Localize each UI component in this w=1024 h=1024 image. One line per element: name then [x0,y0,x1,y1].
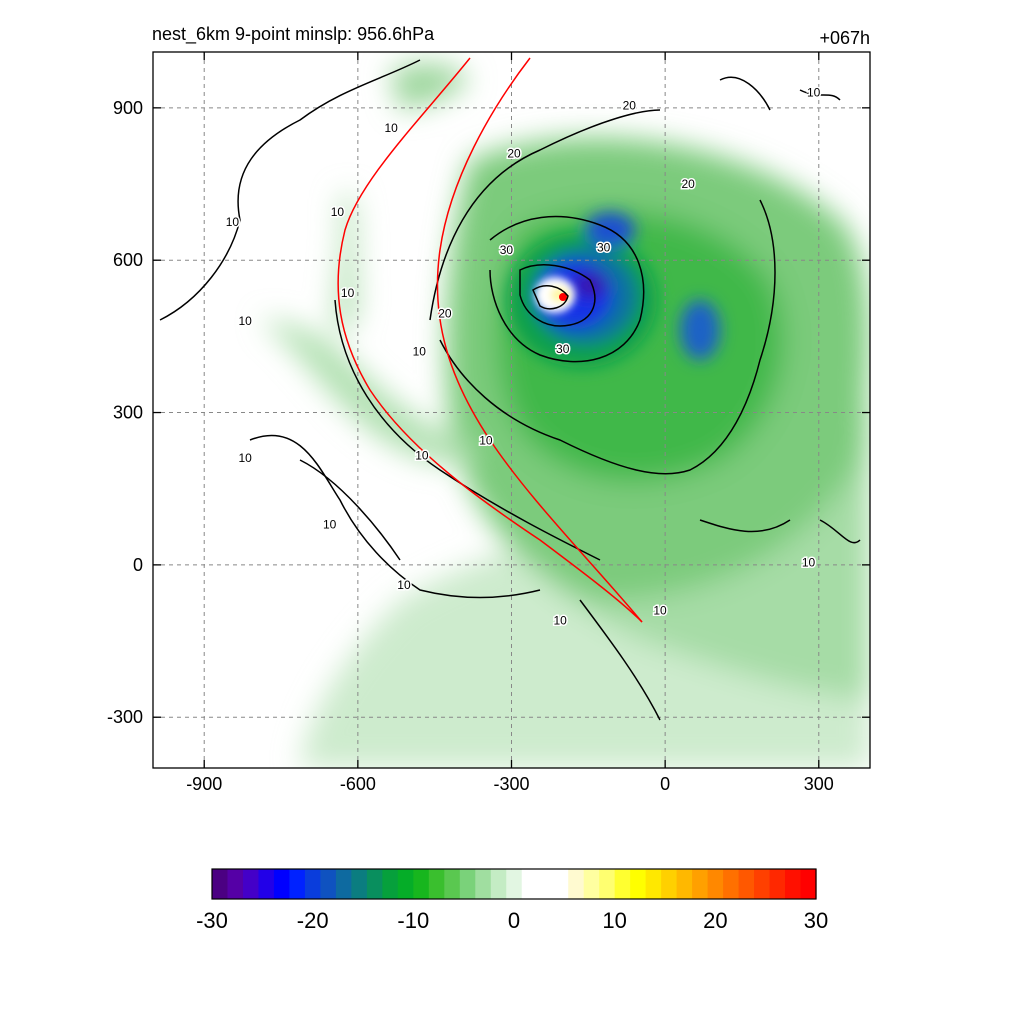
contour-label: 20 [623,98,637,112]
colorbar-swatch [227,869,244,899]
x-tick-label: -900 [186,774,222,794]
filled-field [260,63,870,768]
colorbar-swatch [769,869,786,899]
contour-10-outer [159,59,541,599]
contour-lines [159,59,861,721]
colorbar-swatch [676,869,693,899]
colorbar-swatch [707,869,724,899]
time-label: +067h [819,28,870,48]
contour-label: 20 [507,147,521,161]
colorbar-swatch [351,869,368,899]
colorbar-swatch [537,869,554,899]
colorbar-swatch [335,869,352,899]
colorbar-swatch [413,869,430,899]
y-tick-label: 900 [113,98,143,118]
colorbar-swatch [614,869,631,899]
contour-10-inner [299,299,601,561]
red-curve-outer [337,57,643,623]
contour-label: 10 [384,121,398,135]
contour-label: 10 [415,449,429,463]
colorbar-swatch [212,869,229,899]
colorbar-swatch [583,869,600,899]
colorbar-tick-label: -30 [196,908,228,933]
contour-30 [489,215,645,363]
contour-label: 10 [226,215,240,229]
colorbar-swatch [273,869,291,899]
colorbar-tick-label: 20 [703,908,727,933]
contour-label: 30 [500,243,514,257]
contour-label: 10 [331,205,345,219]
contour-label: 10 [553,614,567,628]
colorbar-tick-label: 30 [804,908,828,933]
colorbar-swatch [800,869,817,899]
colorbar-tick-label: 10 [602,908,626,933]
x-tick-label: -600 [340,774,376,794]
colorbar-swatch [645,869,662,899]
contour-label: 10 [802,555,816,569]
colorbar-swatch [723,869,740,899]
contour-label: 10 [413,345,427,359]
contour-label: 30 [597,241,611,255]
colorbar-swatch [785,869,802,899]
red-boundary-curves [337,57,643,623]
contour-label: 10 [397,578,411,592]
colorbar-swatch [320,869,337,899]
x-tick-label: 0 [660,774,670,794]
y-tick-label: 300 [113,403,143,423]
colorbar-swatch [382,869,399,899]
colorbar-swatch [490,869,507,899]
contour-label: 20 [438,307,452,321]
y-tick-label: 0 [133,555,143,575]
colorbar-swatch [552,869,569,899]
colorbar-swatch [475,869,492,899]
contour-label: 20 [682,177,696,191]
x-tick-label: 300 [804,774,834,794]
colorbar-swatch [661,869,678,899]
colorbar-swatch [258,869,275,899]
colorbar-swatch [289,869,306,899]
contour-label: 10 [239,451,253,465]
y-axis: -300 0 300 600 900 [107,98,870,727]
chart-title: nest_6km 9-point minslp: 956.6hPa [152,24,435,45]
colorbar-swatch [366,869,383,899]
colorbar-swatch [692,869,709,899]
colorbar-tick-label: -20 [297,908,329,933]
contour-label: 10 [239,314,253,328]
colorbar-swatch [738,869,755,899]
y-tick-label: 600 [113,250,143,270]
colorbar-swatch [459,869,476,899]
plot-area: 10 20 20 20 10 10 10 10 30 30 30 20 10 10 10 10 10 10 10 10… [153,52,870,768]
x-tick-label: -300 [493,774,529,794]
contour-label: 10 [323,517,337,531]
contour-labels: 10 20 20 20 10 10 10 10 30 30 30 20 10 10 10 10 10 10 10 10… [224,84,822,629]
colorbar-frame [211,868,817,900]
colorbar-swatch [568,869,585,899]
colorbar-swatch [506,869,523,899]
contour-core [519,264,596,327]
contour-label: 30 [556,342,570,356]
colorbar-tick-label: -10 [397,908,429,933]
red-curve-inner [436,57,643,623]
colorbar: -30 -20 -10 0 10 20 30 [196,868,828,933]
contour-label: 10 [479,433,493,447]
contour-10-east [579,76,861,721]
y-tick-label: -300 [107,707,143,727]
colorbar-swatch [428,869,445,899]
x-axis: -900 -600 -300 0 300 [186,52,834,794]
colorbar-tick-label: 0 [508,908,520,933]
contour-label: 10 [653,604,667,618]
colorbar-swatch [242,869,260,899]
contour-label: 10 [807,86,821,100]
colorbar-swatch [521,869,538,899]
colorbar-swatch [397,869,414,899]
colorbar-swatch [630,869,647,899]
colorbar-swatch [444,869,461,899]
contour-label: 10 [341,286,355,300]
colorbar-swatch [304,869,322,899]
contour-20 [429,109,776,475]
colorbar-swatch [754,869,771,899]
colorbar-swatch [599,869,616,899]
